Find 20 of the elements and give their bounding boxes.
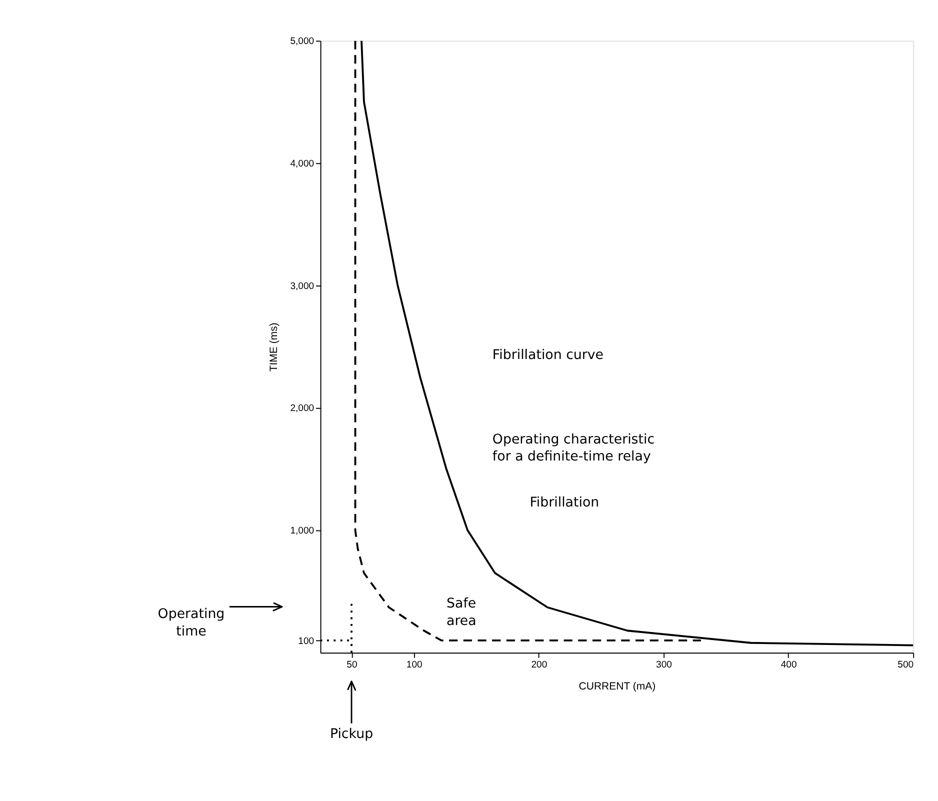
x-tick-label: 300 xyxy=(656,659,672,670)
x-axis-title: CURRENT (mA) xyxy=(578,680,656,692)
annotation: Fibrillation xyxy=(530,495,600,510)
annotation: Safe area xyxy=(446,596,476,629)
y-tick-label: 100 xyxy=(298,636,314,647)
y-tick-label: 3,000 xyxy=(290,280,314,292)
x-tick-label: 100 xyxy=(406,659,422,670)
y-tick-label: 2,000 xyxy=(290,403,314,414)
annotation: Operating characteristic for a definite-time relay xyxy=(492,432,655,464)
x-tick-label: 200 xyxy=(531,659,548,670)
y-tick-label: 5,000 xyxy=(290,36,314,48)
x-tick-label: 500 xyxy=(898,659,914,670)
annotation: Fibrillation curve xyxy=(492,348,604,364)
y-tick-label: 1,000 xyxy=(290,526,314,537)
y-tick-label: 4,000 xyxy=(290,158,314,170)
x-tick-label: 50 xyxy=(346,659,358,670)
text: Operating time xyxy=(158,607,225,640)
x-tick-label: 400 xyxy=(780,659,797,670)
y-axis-title: TIME (ms) xyxy=(268,322,280,372)
text: Pickup xyxy=(330,726,374,742)
